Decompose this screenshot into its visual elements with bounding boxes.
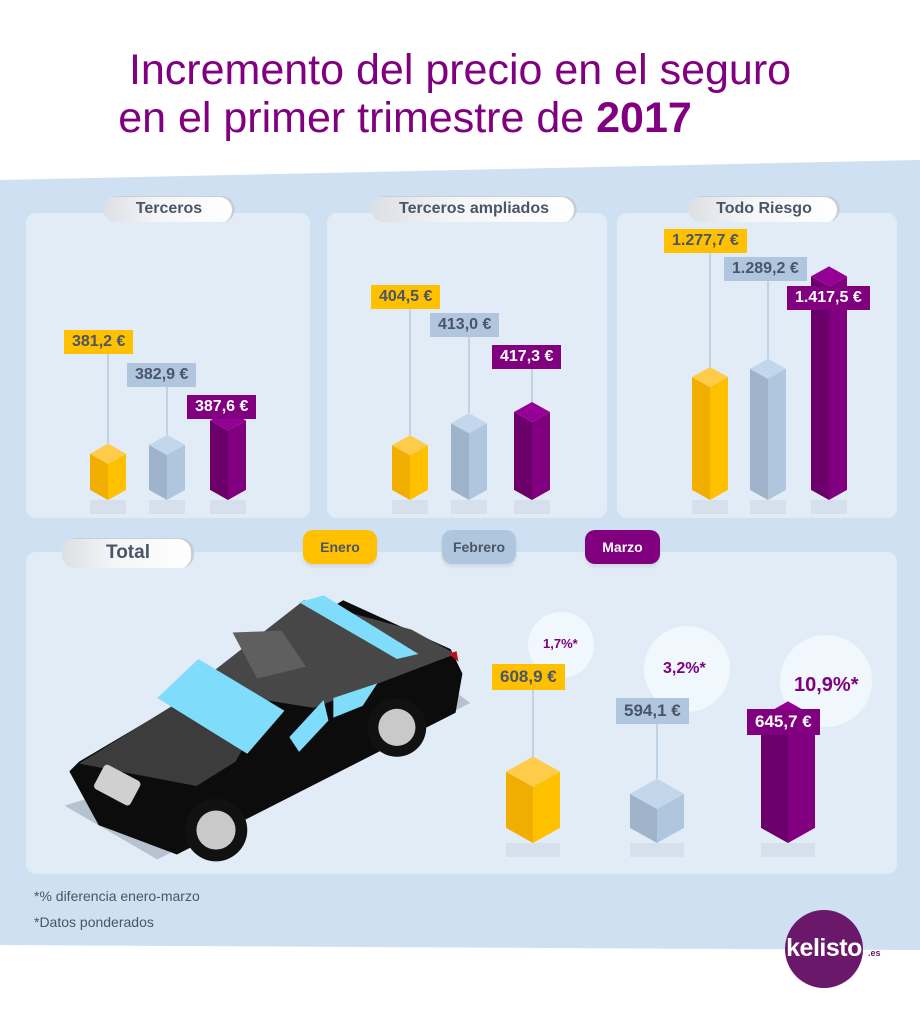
bar-total-febrero [630,778,684,857]
bar-reflection [750,500,786,514]
value-label-terceros-ampliados-enero: 404,5 € [371,285,441,309]
change-text-marzo: 10,9%* [794,674,859,696]
bar-reflection [761,843,815,857]
legend-enero: Enero [303,530,377,564]
bar-reflection [692,500,728,514]
bar-left-face [750,368,768,500]
bar-reflection [210,500,246,514]
bar-right-face [532,412,550,500]
bar-reflection [811,500,847,514]
bar-reflection [506,843,560,857]
value-label-terceros-ampliados-febrero: 413,0 € [430,313,500,337]
chart-title-terceros: Terceros [103,196,235,222]
bar-top-face [514,401,550,423]
bar-left-face [392,445,410,500]
change-text-enero: 1,7%* [543,636,578,651]
kelisto-logo: kelisto [785,910,863,988]
legend-febrero: Febrero [442,530,516,564]
value-label-total-enero: 608,9 € [492,664,565,690]
bar-terceros-enero [90,443,126,514]
title-line-1: Incremento del precio en el seguro [128,46,792,94]
bar-right-face [533,771,560,843]
bar-top-face [750,358,786,379]
change-bubble-febrero [644,626,730,712]
bar-left-face [811,276,829,500]
bar-total-enero [506,756,560,857]
bar-top-face [692,366,728,388]
bar-right-face [829,276,847,500]
bar-left-face [90,453,108,500]
bar-right-face [657,793,684,843]
bar-todo-riesgo-marzo [811,266,847,514]
value-label-terceros-marzo: 387,6 € [187,395,257,419]
bar-top-face [811,266,847,287]
chart-title-terceros-ampliados: Terceros ampliados [371,196,577,222]
bar-left-face [210,420,228,500]
bar-left-face [761,716,788,843]
value-label-terceros-ampliados-marzo: 417,3 € [492,345,562,369]
title-year: 2017 [596,94,692,142]
black-car-icon [64,595,471,862]
title-line-2-text: en el primer trimestre de [118,94,597,142]
bar-top-face [451,413,487,434]
bar-right-face [768,368,786,500]
page-title: Incremento del precio en el seguro en el… [0,46,920,142]
bar-reflection [630,843,684,857]
bar-reflection [149,500,185,514]
legend-marzo: Marzo [585,530,660,564]
bar-right-face [108,453,126,500]
title-line-2: en el primer trimestre de 2017 [0,94,920,142]
bar-terceros-febrero [149,434,185,514]
change-text-febrero: 3,2%* [663,660,706,677]
bar-right-face [410,445,428,500]
bar-reflection [514,500,550,514]
bar-reflection [451,500,487,514]
bar-right-face [788,716,815,843]
bar-todo-riesgo-enero [692,366,728,514]
value-label-todo-riesgo-enero: 1.277,7 € [664,229,747,253]
value-label-total-febrero: 594,1 € [616,698,689,724]
chart-title-total: Total [62,538,194,568]
chart-title-todo-riesgo: Todo Riesgo [688,196,840,222]
bar-terceros-ampliados-marzo [514,401,550,514]
footnote-ponderados: *Datos ponderados [34,914,154,930]
bar-top-face [506,756,560,787]
bar-top-face [630,778,684,809]
footnote-diferencia: *% diferencia enero-marzo [34,888,200,904]
kelisto-logo-suffix: .es [868,948,881,958]
bar-reflection [90,500,126,514]
bar-right-face [710,377,728,500]
bar-left-face [514,412,532,500]
bar-todo-riesgo-febrero [750,358,786,514]
bar-top-face [392,435,428,456]
value-label-todo-riesgo-febrero: 1.289,2 € [724,257,807,281]
bar-right-face [167,444,185,500]
value-label-terceros-enero: 381,2 € [64,330,134,354]
bar-reflection [392,500,428,514]
bar-left-face [630,793,657,843]
bar-terceros-ampliados-enero [392,435,428,514]
bar-terceros-ampliados-febrero [451,413,487,514]
bar-right-face [469,423,487,500]
bar-left-face [692,377,710,500]
value-label-todo-riesgo-marzo: 1.417,5 € [787,286,870,310]
bar-left-face [451,423,469,500]
bar-left-face [506,771,533,843]
bar-top-face [90,443,126,464]
bar-right-face [228,420,246,500]
value-label-total-marzo: 645,7 € [747,709,820,735]
value-label-terceros-febrero: 382,9 € [127,363,197,387]
bar-top-face [149,434,185,455]
bar-left-face [149,444,167,500]
